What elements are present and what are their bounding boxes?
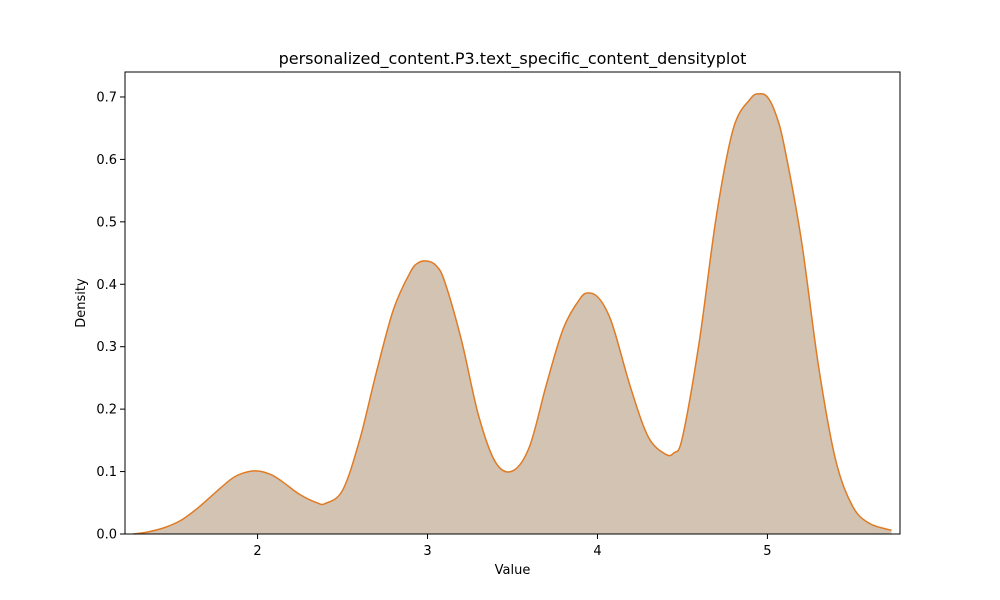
y-axis: 0.0 0.1 0.2 0.3 0.4 0.5 0.6 0.7 — [96, 90, 125, 543]
y-tick-label: 0.7 — [96, 90, 117, 105]
y-tick-label: 0.5 — [96, 215, 117, 230]
x-tick-label: 5 — [763, 544, 771, 559]
chart-title: personalized_content.P3.text_specific_co… — [279, 49, 747, 69]
density-line — [133, 92, 892, 535]
y-tick-label: 0.1 — [96, 465, 117, 480]
x-tick-label: 3 — [423, 544, 431, 559]
x-tick-label: 4 — [593, 544, 601, 559]
x-axis-label: Value — [495, 563, 531, 578]
plot-frame — [124, 71, 901, 535]
y-tick-label: 0.0 — [96, 528, 117, 543]
y-tick-label: 0.2 — [96, 403, 117, 418]
y-tick-label: 0.6 — [96, 153, 117, 168]
y-axis-label: Density — [74, 278, 89, 328]
x-tick-label: 2 — [253, 544, 261, 559]
density-area — [133, 93, 892, 534]
x-axis: 2 3 4 5 — [253, 534, 772, 559]
y-tick-label: 0.4 — [96, 278, 117, 293]
y-tick-label: 0.3 — [96, 340, 117, 355]
